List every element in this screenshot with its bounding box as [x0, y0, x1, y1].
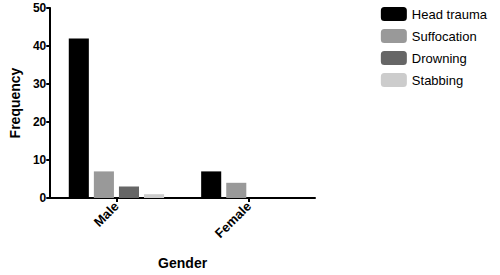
svg-text:Frequency: Frequency [7, 67, 23, 138]
svg-text:40: 40 [33, 39, 47, 53]
svg-text:Stabbing: Stabbing [412, 73, 463, 88]
svg-text:10: 10 [33, 153, 47, 167]
svg-text:Female: Female [212, 199, 254, 241]
svg-text:20: 20 [33, 115, 47, 129]
svg-text:Gender: Gender [158, 255, 208, 271]
svg-text:Male: Male [91, 199, 122, 230]
svg-text:0: 0 [40, 191, 47, 205]
svg-text:50: 50 [33, 1, 47, 15]
svg-text:30: 30 [33, 77, 47, 91]
svg-text:Head trauma: Head trauma [412, 7, 488, 22]
svg-text:Drowning: Drowning [412, 51, 467, 66]
svg-text:Suffocation: Suffocation [412, 29, 477, 44]
